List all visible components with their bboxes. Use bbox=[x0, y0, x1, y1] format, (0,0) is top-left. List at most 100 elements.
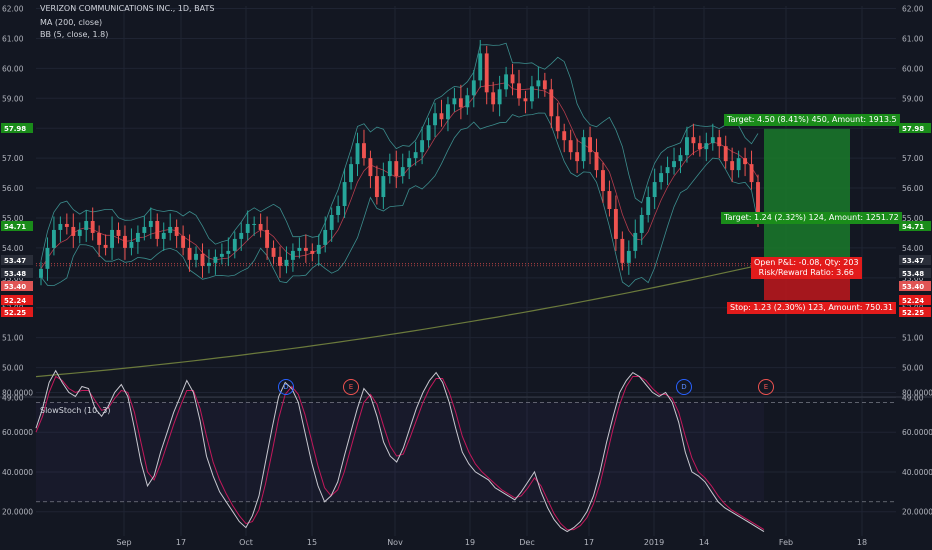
earnings-marker[interactable]: E bbox=[343, 379, 359, 395]
candle-body bbox=[536, 80, 541, 87]
price-badge-left-text: 53.40 bbox=[4, 283, 26, 291]
candle-body bbox=[232, 238, 237, 251]
candle-body bbox=[665, 167, 670, 174]
candle-body bbox=[310, 250, 315, 254]
price-badge-left bbox=[1, 295, 33, 305]
y-tick-label-left: 61.00 bbox=[2, 34, 24, 43]
candle-body bbox=[213, 256, 218, 263]
y-tick-label-right: 56.00 bbox=[902, 184, 924, 193]
candle-body bbox=[717, 137, 722, 147]
candle-body bbox=[420, 140, 425, 153]
x-tick-label: 2019 bbox=[644, 538, 664, 547]
stoch-tick-label-left: 20.0000 bbox=[2, 508, 33, 517]
candle-body bbox=[374, 176, 379, 198]
candle-body bbox=[51, 229, 56, 248]
price-badge-left-text: 53.48 bbox=[4, 270, 26, 278]
candle-body bbox=[749, 164, 754, 183]
candle-body bbox=[562, 131, 567, 141]
candle-body bbox=[704, 143, 709, 150]
y-tick-label-left: 57.00 bbox=[2, 154, 24, 163]
price-badge-right bbox=[899, 281, 931, 291]
candle-body bbox=[491, 92, 496, 105]
stoch-legend: SlowStoch (10, 3) bbox=[40, 406, 111, 415]
x-tick-label: 14 bbox=[699, 538, 709, 547]
candle-body bbox=[97, 232, 102, 245]
candle-body bbox=[226, 250, 231, 254]
y-tick-label-right: 57.00 bbox=[902, 154, 924, 163]
candle-body bbox=[639, 214, 644, 233]
price-badge-left bbox=[1, 123, 33, 133]
price-badge-left bbox=[1, 221, 33, 231]
candle-body bbox=[452, 98, 457, 105]
stop-label[interactable]: Stop: 1.23 (2.30%) 123, Amount: 750.31 bbox=[727, 302, 897, 314]
dividend-marker[interactable]: D bbox=[278, 379, 294, 395]
candle-body bbox=[245, 223, 250, 233]
candle-body bbox=[685, 137, 689, 156]
earnings-marker[interactable]: E bbox=[758, 379, 774, 395]
candle-body bbox=[116, 229, 121, 236]
price-badge-left bbox=[1, 255, 33, 265]
stoch-tick-label-right: 60.0000 bbox=[902, 428, 932, 437]
candle-body bbox=[148, 220, 153, 227]
price-badge-right-text: 54.71 bbox=[902, 223, 924, 231]
candle-body bbox=[601, 170, 605, 192]
candle-body bbox=[45, 247, 50, 269]
candle-body bbox=[407, 158, 412, 168]
target-label-1[interactable]: Target: 4.50 (8.41%) 450, Amount: 1913.5 bbox=[724, 114, 900, 126]
candle-body bbox=[368, 158, 373, 177]
candle-body bbox=[555, 116, 560, 132]
candle-body bbox=[659, 173, 664, 183]
stoch-tick-label-right: 40.0000 bbox=[902, 468, 932, 477]
candle-body bbox=[394, 161, 399, 177]
price-badge-right bbox=[899, 221, 931, 231]
candle-body bbox=[756, 182, 760, 215]
y-tick-label-left: 54.00 bbox=[2, 244, 24, 253]
chart-title: VERIZON COMMUNICATIONS INC., 1D, BATS bbox=[40, 4, 215, 13]
candle-body bbox=[504, 74, 509, 90]
stoch-band bbox=[36, 402, 764, 502]
candle-body bbox=[607, 191, 612, 210]
candle-body bbox=[710, 137, 715, 144]
candle-body bbox=[168, 226, 173, 233]
candle-body bbox=[64, 223, 69, 227]
price-badge-left-text: 53.47 bbox=[4, 257, 26, 265]
stoch-tick-label-left: 60.0000 bbox=[2, 428, 33, 437]
candle-body bbox=[174, 226, 179, 236]
y-tick-label-left: 55.00 bbox=[2, 214, 24, 223]
candle-body bbox=[239, 232, 244, 239]
candle-body bbox=[426, 125, 431, 141]
profit-zone bbox=[764, 128, 850, 264]
candle-body bbox=[743, 158, 748, 165]
price-badge-right bbox=[899, 123, 931, 133]
candle-body bbox=[135, 232, 140, 242]
candle-body bbox=[400, 167, 405, 177]
target-label-2[interactable]: Target: 1.24 (2.32%) 124, Amount: 1251.7… bbox=[721, 212, 902, 224]
pnl-label[interactable]: Open P&L: -0.08, Qty: 203 Risk/Reward Ra… bbox=[751, 257, 862, 279]
y-tick-label-right: 51.00 bbox=[902, 334, 924, 343]
price-badge-left-text: 57.98 bbox=[4, 125, 26, 133]
price-badge-left-text: 54.71 bbox=[4, 223, 26, 231]
x-tick-label: 17 bbox=[176, 538, 186, 547]
candle-body bbox=[355, 143, 360, 165]
candle-body bbox=[278, 256, 282, 266]
price-badge-right-text: 52.25 bbox=[902, 309, 924, 317]
candle-body bbox=[103, 244, 108, 248]
y-tick-label-right: 49.00 bbox=[902, 394, 924, 403]
y-tick-label-right: 50.00 bbox=[902, 364, 924, 373]
price-badge-right-text: 52.24 bbox=[902, 297, 924, 305]
candle-body bbox=[349, 164, 353, 183]
ma200-line bbox=[35, 263, 765, 378]
price-badge-right-text: 53.48 bbox=[902, 270, 924, 278]
price-badge-right bbox=[899, 268, 931, 278]
price-badge-left-text: 52.24 bbox=[4, 297, 26, 305]
dividend-marker[interactable]: D bbox=[676, 379, 692, 395]
stoch-tick-label-right: 20.0000 bbox=[902, 508, 932, 517]
candle-body bbox=[484, 53, 489, 93]
stoch-tick-label-left: 40.0000 bbox=[2, 468, 33, 477]
candle-body bbox=[323, 229, 328, 245]
bb-upper-line bbox=[40, 42, 759, 261]
candle-body bbox=[387, 161, 392, 177]
candle-body bbox=[129, 241, 134, 248]
price-badge-right-text: 53.40 bbox=[902, 283, 924, 291]
candle-body bbox=[697, 143, 702, 150]
